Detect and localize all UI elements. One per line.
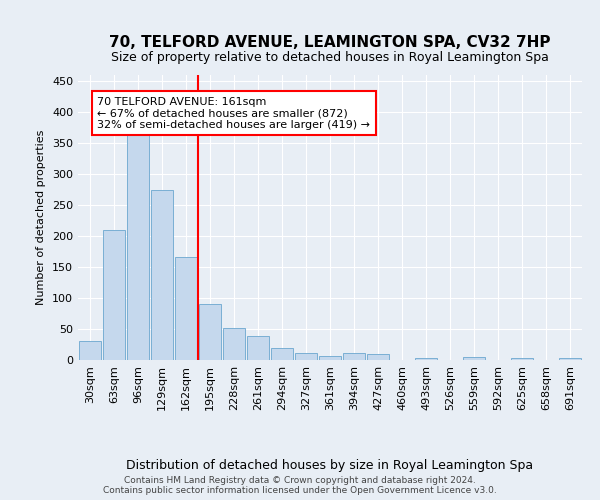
Bar <box>295 353 317 360</box>
Bar <box>415 358 437 360</box>
Bar <box>79 341 101 360</box>
Text: Contains HM Land Registry data © Crown copyright and database right 2024.
Contai: Contains HM Land Registry data © Crown c… <box>103 476 497 495</box>
Bar <box>511 358 533 360</box>
Text: Size of property relative to detached houses in Royal Leamington Spa: Size of property relative to detached ho… <box>111 50 549 64</box>
Bar <box>199 304 221 360</box>
Bar <box>343 353 365 360</box>
Bar <box>103 230 125 360</box>
Bar <box>463 357 485 360</box>
Bar <box>175 257 197 360</box>
X-axis label: Distribution of detached houses by size in Royal Leamington Spa: Distribution of detached houses by size … <box>127 458 533 471</box>
Bar <box>223 328 245 360</box>
Bar <box>559 358 581 360</box>
Text: 70 TELFORD AVENUE: 161sqm
← 67% of detached houses are smaller (872)
32% of semi: 70 TELFORD AVENUE: 161sqm ← 67% of detac… <box>97 96 370 130</box>
Bar <box>247 336 269 360</box>
Bar <box>151 190 173 360</box>
Bar <box>367 354 389 360</box>
Title: 70, TELFORD AVENUE, LEAMINGTON SPA, CV32 7HP: 70, TELFORD AVENUE, LEAMINGTON SPA, CV32… <box>109 35 551 50</box>
Bar <box>319 356 341 360</box>
Bar <box>127 124 149 360</box>
Y-axis label: Number of detached properties: Number of detached properties <box>37 130 46 305</box>
Bar <box>271 348 293 360</box>
